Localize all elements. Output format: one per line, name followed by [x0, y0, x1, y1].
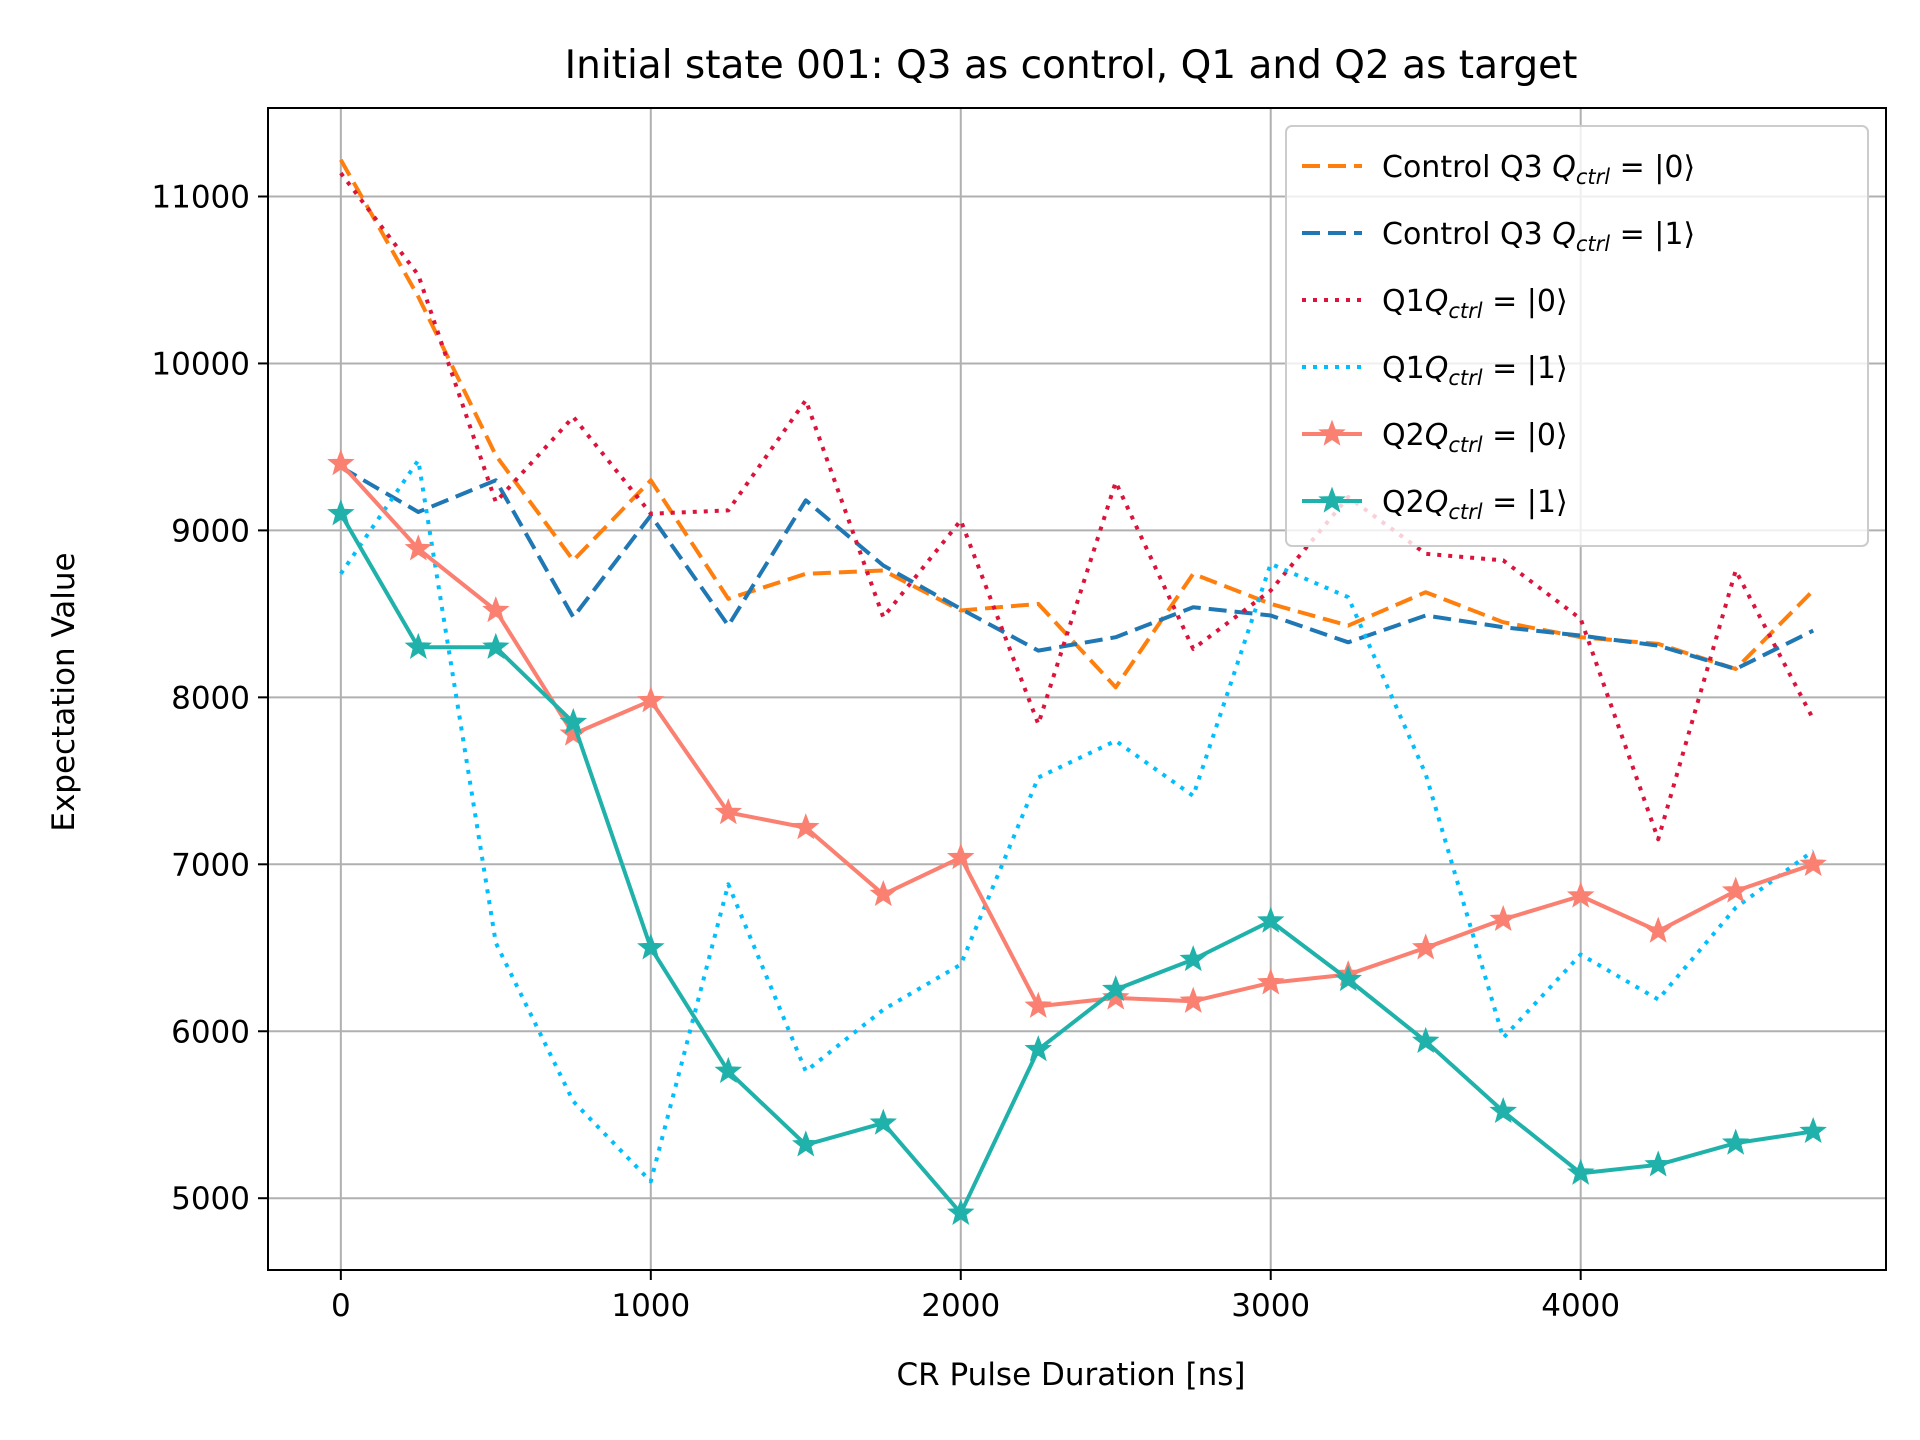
legend-label: Q1Qctrl = |0⟩: [1382, 284, 1568, 323]
data-point: [1334, 965, 1362, 992]
data-point: [1721, 876, 1750, 903]
y-tick-label: 11000: [151, 179, 250, 215]
data-point: [1257, 906, 1285, 933]
chart-title: Initial state 001: Q3 as control, Q1 and…: [565, 43, 1578, 88]
data-point: [1179, 945, 1207, 972]
axes: 0 1000 2000 3000 4000 5000 6000 7000 8000 9000 100…: [151, 107, 1887, 1324]
legend-item: Q2Qctrl = |1⟩: [1302, 485, 1568, 524]
data-point: [792, 1130, 820, 1157]
data-point: [559, 719, 588, 746]
series-line: [339, 462, 1814, 1009]
legend-item: Q1Qctrl = |0⟩: [1302, 284, 1568, 323]
x-tick-label: 2000: [921, 1288, 1000, 1324]
legend-item: Control Q3 Qctrl = |0⟩: [1302, 150, 1695, 189]
data-point: [327, 449, 355, 476]
data-point: [1799, 1116, 1827, 1144]
data-point: [404, 534, 433, 561]
legend-item: Control Q3 Qctrl = |1⟩: [1302, 217, 1695, 256]
legend-item: Q1Qctrl = |1⟩: [1302, 351, 1568, 390]
y-tick-label: 6000: [171, 1014, 250, 1050]
series-4: [327, 449, 1827, 1018]
data-point: [482, 596, 510, 623]
data-point: [714, 1056, 743, 1083]
legend: Control Q3 Qctrl = |0⟩ Control Q3 Qctrl =…: [1285, 125, 1869, 547]
data-point: [327, 499, 355, 526]
data-point: [1799, 849, 1827, 876]
x-tick-label: 3000: [1231, 1288, 1310, 1324]
data-point: [1257, 968, 1285, 995]
x-tick-label: 0: [331, 1288, 351, 1324]
data-point: [1024, 1035, 1052, 1062]
series-5: [327, 499, 1827, 1225]
plot-frame: [267, 107, 1887, 1271]
data-point: [1102, 983, 1130, 1010]
series-2: [339, 171, 1815, 842]
x-tick-label: 1000: [611, 1288, 690, 1324]
data-point: [947, 843, 975, 870]
data-point: [404, 632, 433, 659]
data-point: [1566, 1158, 1595, 1185]
y-tick-label: 10000: [151, 346, 250, 382]
legend-label: Control Q3 Qctrl = |1⟩: [1382, 217, 1695, 256]
data-point: [559, 707, 588, 735]
data-point: [869, 1108, 897, 1135]
data-point: [1411, 1026, 1440, 1053]
data-point: [792, 813, 820, 840]
series-line: [339, 512, 1814, 1216]
data-point: [482, 632, 510, 659]
x-axis-label: CR Pulse Duration [ns]: [896, 1357, 1245, 1393]
legend-label: Control Q3 Qctrl = |0⟩: [1382, 150, 1695, 189]
series-line: [339, 171, 1815, 842]
y-tick-label: 7000: [171, 847, 250, 883]
data-point: [1024, 991, 1052, 1018]
data-point: [1644, 1150, 1672, 1177]
legend-label: Q1Qctrl = |1⟩: [1382, 351, 1568, 390]
legend-label: Q2Qctrl = |0⟩: [1382, 418, 1568, 457]
y-axis-label: Expectation Value: [46, 552, 82, 831]
legend-label: Q2Qctrl = |1⟩: [1382, 485, 1568, 524]
data-point: [1566, 881, 1595, 908]
data-point: [637, 686, 665, 713]
x-tick-label: 4000: [1541, 1288, 1620, 1324]
data-point: [1644, 916, 1672, 943]
data-point: [1102, 975, 1130, 1002]
data-point: [1489, 1096, 1517, 1124]
data-point: [637, 933, 665, 960]
series-1: [339, 465, 1815, 671]
data-point: [714, 798, 743, 825]
y-tick-label: 9000: [171, 513, 250, 549]
legend-marker: [1318, 419, 1346, 446]
y-tick-label: 5000: [171, 1181, 250, 1217]
legend-item: Q2Qctrl = |0⟩: [1302, 418, 1568, 457]
legend-frame: [1285, 125, 1869, 547]
data-point: [869, 879, 897, 907]
series-layer: [327, 158, 1827, 1225]
y-tick-label: 8000: [171, 680, 250, 716]
legend-marker: [1318, 486, 1346, 513]
data-point: [1489, 904, 1517, 932]
data-point: [1721, 1128, 1750, 1155]
series-line: [339, 465, 1815, 671]
data-point: [1179, 986, 1207, 1013]
data-point: [1411, 933, 1440, 960]
data-point: [947, 1198, 975, 1225]
